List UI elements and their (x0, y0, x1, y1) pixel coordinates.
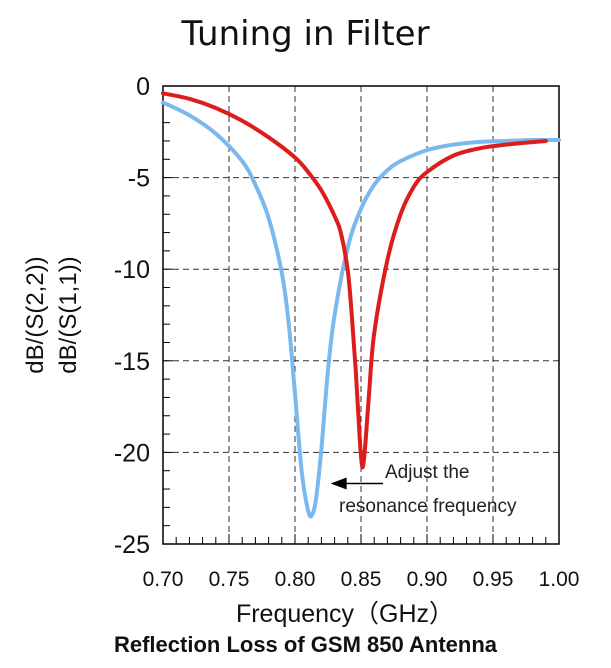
grid (163, 86, 559, 544)
x-tick-label: 0.80 (275, 568, 316, 591)
x-tick-label: 0.75 (209, 568, 250, 591)
series-layer (161, 91, 561, 519)
y-tick-label: -5 (128, 165, 150, 193)
annotation-arrow-head (330, 477, 347, 490)
y-tick-label: -25 (114, 531, 150, 559)
x-tick-label: 0.70 (143, 568, 184, 591)
chart-caption: Reflection Loss of GSM 850 Antenna (113, 632, 498, 657)
y-axis-label-outer: dB/(S(2,2)) (22, 256, 49, 373)
y-tick-labels: 0 -5 -10 -15 -20 -25 (114, 73, 150, 559)
y-axis-label-inner: dB/(S(1,1)) (55, 256, 82, 373)
chart-title: Tuning in Filter (181, 14, 430, 54)
series-line-red (161, 91, 548, 470)
x-tick-label: 1.00 (539, 568, 580, 591)
x-tick-label: 0.90 (407, 568, 448, 591)
y-tick-label: 0 (136, 73, 150, 101)
y-tick-label: -20 (114, 439, 150, 467)
y-tick-label: -15 (114, 348, 150, 376)
annotation-text-line-2: resonance frequency (339, 496, 517, 517)
x-tick-labels: 0.70 0.75 0.80 0.85 0.90 0.95 1.00 (143, 568, 580, 591)
x-axis-label: Frequency（GHz） (236, 600, 454, 628)
annotation-text-line-1: Adjust the (385, 462, 470, 483)
x-tick-label: 0.95 (473, 568, 514, 591)
minor-ticks (162, 85, 560, 545)
plot-frame (162, 85, 560, 545)
annotation: Adjust the resonance frequency (330, 462, 517, 517)
series-line-blue (161, 100, 561, 519)
y-tick-label: -10 (114, 256, 150, 284)
x-tick-label: 0.85 (341, 568, 382, 591)
